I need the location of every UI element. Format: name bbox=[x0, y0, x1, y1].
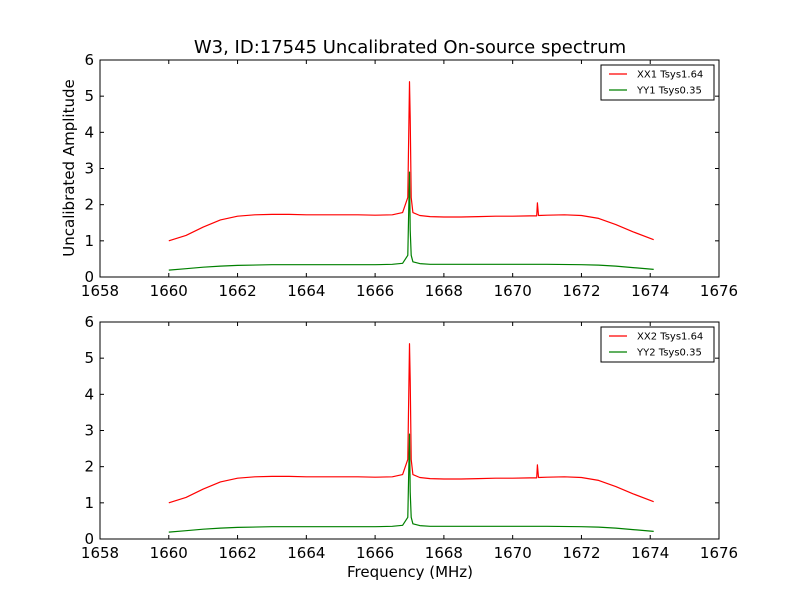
x-tick-label: 1666 bbox=[356, 544, 394, 562]
x-tick-label: 1660 bbox=[150, 282, 188, 300]
y-tick-label: 1 bbox=[84, 232, 94, 250]
y-tick-label: 3 bbox=[84, 160, 94, 178]
y-tick-label: 1 bbox=[84, 494, 94, 512]
y-tick-label: 0 bbox=[84, 268, 94, 286]
x-tick-label: 1672 bbox=[562, 282, 600, 300]
x-tick-label: 1676 bbox=[700, 544, 738, 562]
series-line-xx bbox=[168, 81, 654, 242]
x-tick-label: 1662 bbox=[218, 544, 256, 562]
top-panel: 1658 1660 1662 1664 1666 1668 1670 1672 1674 1676… bbox=[81, 51, 738, 300]
y-tick-label: 6 bbox=[84, 313, 94, 331]
legend-box bbox=[600, 326, 715, 363]
legend-entry: YY2 Tsys0.35 bbox=[636, 348, 702, 359]
legend: XX1 Tsys1.64 YY1 Tsys0.35 bbox=[600, 64, 715, 101]
x-tick-label: 1674 bbox=[631, 282, 669, 300]
series-line-yy bbox=[168, 433, 654, 533]
y-tick-label: 5 bbox=[84, 349, 94, 367]
series-line-yy bbox=[168, 171, 654, 271]
y-tick-label: 4 bbox=[84, 385, 94, 403]
bottom-panel: 1658 1660 1662 1664 1666 1668 1670 1672 1674 1676… bbox=[81, 313, 738, 562]
y-tick-label: 3 bbox=[84, 422, 94, 440]
y-tick-label: 5 bbox=[84, 87, 94, 105]
x-tick-label: 1676 bbox=[700, 282, 738, 300]
x-tick-label: 1658 bbox=[81, 282, 119, 300]
y-tick-label: 2 bbox=[84, 458, 94, 476]
x-tick-label: 1666 bbox=[356, 282, 394, 300]
x-tick-label: 1672 bbox=[562, 544, 600, 562]
y-tick-label: 0 bbox=[84, 530, 94, 548]
series-line-xx bbox=[168, 343, 654, 504]
y-tick-label: 6 bbox=[84, 51, 94, 69]
x-tick-label: 1668 bbox=[425, 544, 463, 562]
x-tick-label: 1670 bbox=[494, 282, 532, 300]
x-tick-label: 1670 bbox=[494, 544, 532, 562]
legend-entry: XX2 Tsys1.64 bbox=[637, 332, 703, 343]
legend-box bbox=[600, 64, 715, 101]
x-tick-label: 1674 bbox=[631, 544, 669, 562]
legend: XX2 Tsys1.64 YY2 Tsys0.35 bbox=[600, 326, 715, 363]
y-tick-label: 2 bbox=[84, 196, 94, 214]
x-tick-label: 1660 bbox=[150, 544, 188, 562]
x-tick-label: 1658 bbox=[81, 544, 119, 562]
x-tick-label: 1664 bbox=[287, 544, 325, 562]
legend-entry: XX1 Tsys1.64 bbox=[637, 70, 703, 81]
y-axis-label: Uncalibrated Amplitude bbox=[60, 79, 78, 256]
x-tick-label: 1662 bbox=[218, 282, 256, 300]
x-tick-label: 1664 bbox=[287, 282, 325, 300]
x-axis-label: Frequency (MHz) bbox=[347, 563, 473, 581]
legend-entry: YY1 Tsys0.35 bbox=[636, 86, 702, 97]
chart-title: W3, ID:17545 Uncalibrated On-source spec… bbox=[194, 37, 626, 58]
x-tick-label: 1668 bbox=[425, 282, 463, 300]
y-tick-label: 4 bbox=[84, 123, 94, 141]
